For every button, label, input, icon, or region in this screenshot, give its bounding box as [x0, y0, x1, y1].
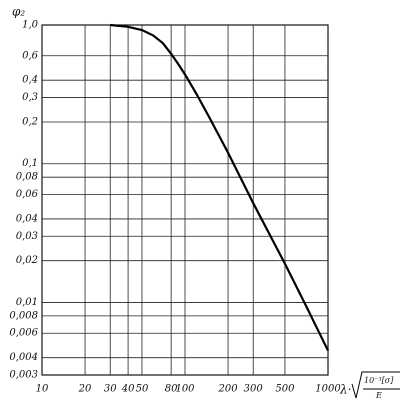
y-tick-label: 0,1	[22, 158, 38, 169]
x-tick-label: 1000	[315, 384, 341, 395]
y-axis-label: φ₂	[12, 5, 25, 19]
y-tick-label: 1,0	[22, 20, 39, 31]
y-tick-label: 0,08	[16, 172, 38, 183]
y-tick-label: 0,03	[16, 231, 38, 242]
x-label-numerator: 10⁻³[σ]	[364, 376, 394, 385]
curve	[110, 23, 329, 352]
x-tick-label: 80	[165, 384, 178, 395]
x-tick-label: 500	[275, 384, 295, 395]
radical	[351, 371, 400, 399]
x-tick-label: 100	[175, 384, 195, 395]
y-tick-label: 0,02	[16, 255, 38, 266]
y-tick-label: 0,006	[9, 328, 38, 339]
x-tick-label: 200	[218, 384, 239, 395]
y-tick-label: 0,3	[22, 92, 38, 103]
y-tick-label: 0,04	[16, 213, 38, 224]
x-tick-label: 30	[104, 384, 117, 395]
x-tick-label: 50	[136, 384, 149, 395]
y-tick-label: 0,004	[9, 352, 38, 363]
y-tick-label: 0,003	[9, 370, 38, 381]
x-tick-label: 300	[244, 384, 264, 395]
y-tick-label: 0,4	[22, 75, 38, 86]
x-tick-label: 20	[78, 384, 92, 395]
x-label-prefix: λ·	[339, 383, 351, 397]
y-tick-label: 0,01	[16, 297, 38, 308]
x-tick-label: 10	[36, 384, 49, 395]
x-tick-label: 40	[121, 384, 135, 395]
y-tick-label: 0,2	[22, 116, 38, 127]
y-tick-label: 0,06	[16, 189, 39, 200]
y-tick-label: 0,6	[22, 50, 39, 61]
x-label-denominator: E	[375, 391, 382, 400]
y-tick-label: 0,008	[9, 310, 38, 321]
